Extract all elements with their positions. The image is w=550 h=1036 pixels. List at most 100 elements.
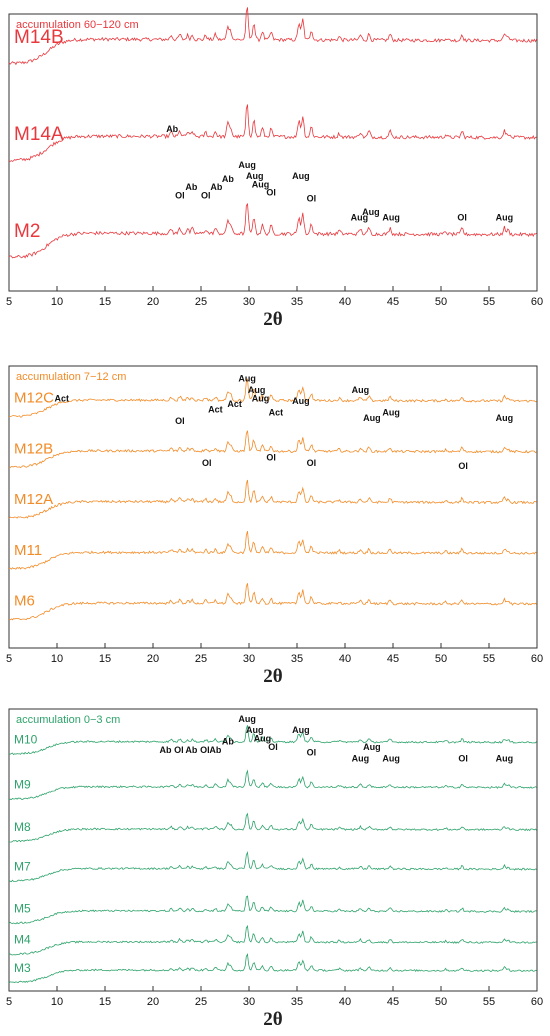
panel-title: accumulation 60−120 cm	[16, 19, 139, 31]
series-label-m4: M4	[14, 933, 31, 947]
panel-title: accumulation 0−3 cm	[16, 714, 120, 726]
phase-annotation: Aug	[496, 753, 514, 763]
x-tick-label: 15	[99, 996, 111, 1008]
series-label-m9: M9	[14, 778, 31, 792]
x-tick-label: 15	[99, 296, 111, 308]
phase-annotation: Ol	[458, 753, 468, 763]
x-tick-label: 30	[243, 653, 255, 665]
phase-annotation: Ab	[185, 745, 197, 755]
series-label-m8: M8	[14, 820, 31, 834]
x-axis-label: 2θ	[263, 309, 283, 330]
plot-frame	[8, 13, 538, 292]
phase-annotation: Aug	[246, 171, 264, 181]
phase-annotation: Ol	[457, 213, 467, 223]
x-tick-label: 10	[51, 296, 63, 308]
phase-annotation: Ab	[222, 174, 234, 184]
x-tick-label: 55	[483, 996, 495, 1008]
x-tick-label: 50	[435, 653, 447, 665]
series-line-m6	[8, 583, 537, 621]
x-tick-label: 35	[291, 653, 303, 665]
series-line-m12a	[8, 479, 537, 519]
x-axis-label: 2θ	[263, 1009, 283, 1030]
plot-frame	[8, 365, 538, 649]
panel-orange: accumulation 7−12 cm 5 10 15 20 25 30 35 40 45 50 5…	[6, 365, 543, 687]
series-line-m10	[8, 725, 537, 756]
phase-annotation: Aug	[496, 213, 514, 223]
series-line-m11	[8, 530, 537, 570]
x-tick-label: 10	[51, 653, 63, 665]
phase-annotation: Aug	[363, 413, 381, 423]
x-tick-label: 45	[387, 296, 399, 308]
x-tick-label: 55	[483, 653, 495, 665]
phase-annotation: Aug	[352, 385, 370, 395]
x-tick-label: 40	[339, 296, 351, 308]
series-line-m8	[8, 812, 537, 843]
x-tick-label: 5	[6, 653, 12, 665]
phase-annotation: Aug	[382, 753, 400, 763]
phase-annotation: Aug	[351, 213, 369, 223]
phase-annotation: Aug	[238, 160, 256, 170]
phase-annotation: Ol	[307, 458, 317, 468]
plot-frame	[8, 708, 538, 992]
series-label-m5: M5	[14, 902, 31, 916]
series-label-m2: M2	[14, 221, 40, 242]
series-label-m12a: M12A	[14, 491, 53, 508]
phase-annotation: Aug	[292, 725, 310, 735]
series-label-m12c: M12C	[14, 390, 54, 407]
phase-annotation: Act	[55, 393, 70, 403]
x-tick-label: 10	[51, 996, 63, 1008]
phase-annotation: Ol	[268, 742, 278, 752]
x-tick-label: 5	[6, 996, 12, 1008]
series-line-m14a	[8, 104, 537, 162]
series-label-m3: M3	[14, 961, 31, 975]
x-tick-label: 60	[531, 296, 543, 308]
phase-annotation: Aug	[238, 714, 256, 724]
x-tick-label: 20	[147, 296, 159, 308]
phase-annotation: Ab	[159, 745, 171, 755]
x-tick-label: 40	[339, 653, 351, 665]
x-tick-label: 25	[195, 653, 207, 665]
phase-annotation: Ol	[174, 745, 184, 755]
phase-annotation: Aug	[292, 396, 310, 406]
phase-annotation: Aug	[382, 213, 400, 223]
phase-annotation: Ol	[307, 748, 317, 758]
x-tick-label: 30	[243, 296, 255, 308]
phase-annotation: Act	[269, 407, 284, 417]
series-label-m11: M11	[14, 542, 42, 559]
series-line-m7	[8, 851, 537, 883]
x-tick-label: 35	[291, 296, 303, 308]
x-tick-label: 60	[531, 996, 543, 1008]
series-line-m2	[8, 203, 537, 259]
phase-annotation: Ab	[210, 182, 222, 192]
phase-annotation: Ab	[166, 124, 178, 134]
phase-annotation: Ol	[200, 745, 210, 755]
phase-annotation: Ol	[266, 188, 276, 198]
phase-annotation: Ol	[201, 191, 211, 201]
panel-title: accumulation 7−12 cm	[16, 371, 126, 383]
series-label-m6: M6	[14, 593, 35, 610]
phase-annotation: Aug	[352, 753, 370, 763]
series-label-m12b: M12B	[14, 440, 53, 457]
x-tick-label: 25	[195, 296, 207, 308]
x-tick-label: 55	[483, 296, 495, 308]
phase-annotation: Ol	[458, 461, 468, 471]
phase-annotation: Ol	[175, 416, 185, 426]
phase-annotation: Aug	[254, 734, 272, 744]
phase-annotation: Ol	[175, 191, 185, 201]
x-tick-label: 45	[387, 996, 399, 1008]
panel-red: accumulation 60−120 cm 5 10 15 20 25 30 35 40 45 5…	[6, 7, 543, 330]
phase-annotation: Aug	[496, 413, 514, 423]
phase-annotation: Aug	[248, 385, 266, 395]
x-axis-label: 2θ	[263, 666, 283, 687]
phase-annotation: Ol	[266, 453, 276, 463]
series-label-m14b: M14B	[14, 27, 64, 48]
phase-annotation: Aug	[246, 725, 264, 735]
x-tick-label: 45	[387, 653, 399, 665]
phase-annotation: Ol	[307, 193, 317, 203]
phase-annotation: Ol	[202, 458, 212, 468]
series-line-m12c	[8, 378, 537, 418]
x-tick-label: 20	[147, 996, 159, 1008]
x-tick-label: 50	[435, 296, 447, 308]
phase-annotation: Aug	[252, 179, 270, 189]
phase-annotation: Aug	[362, 207, 380, 217]
